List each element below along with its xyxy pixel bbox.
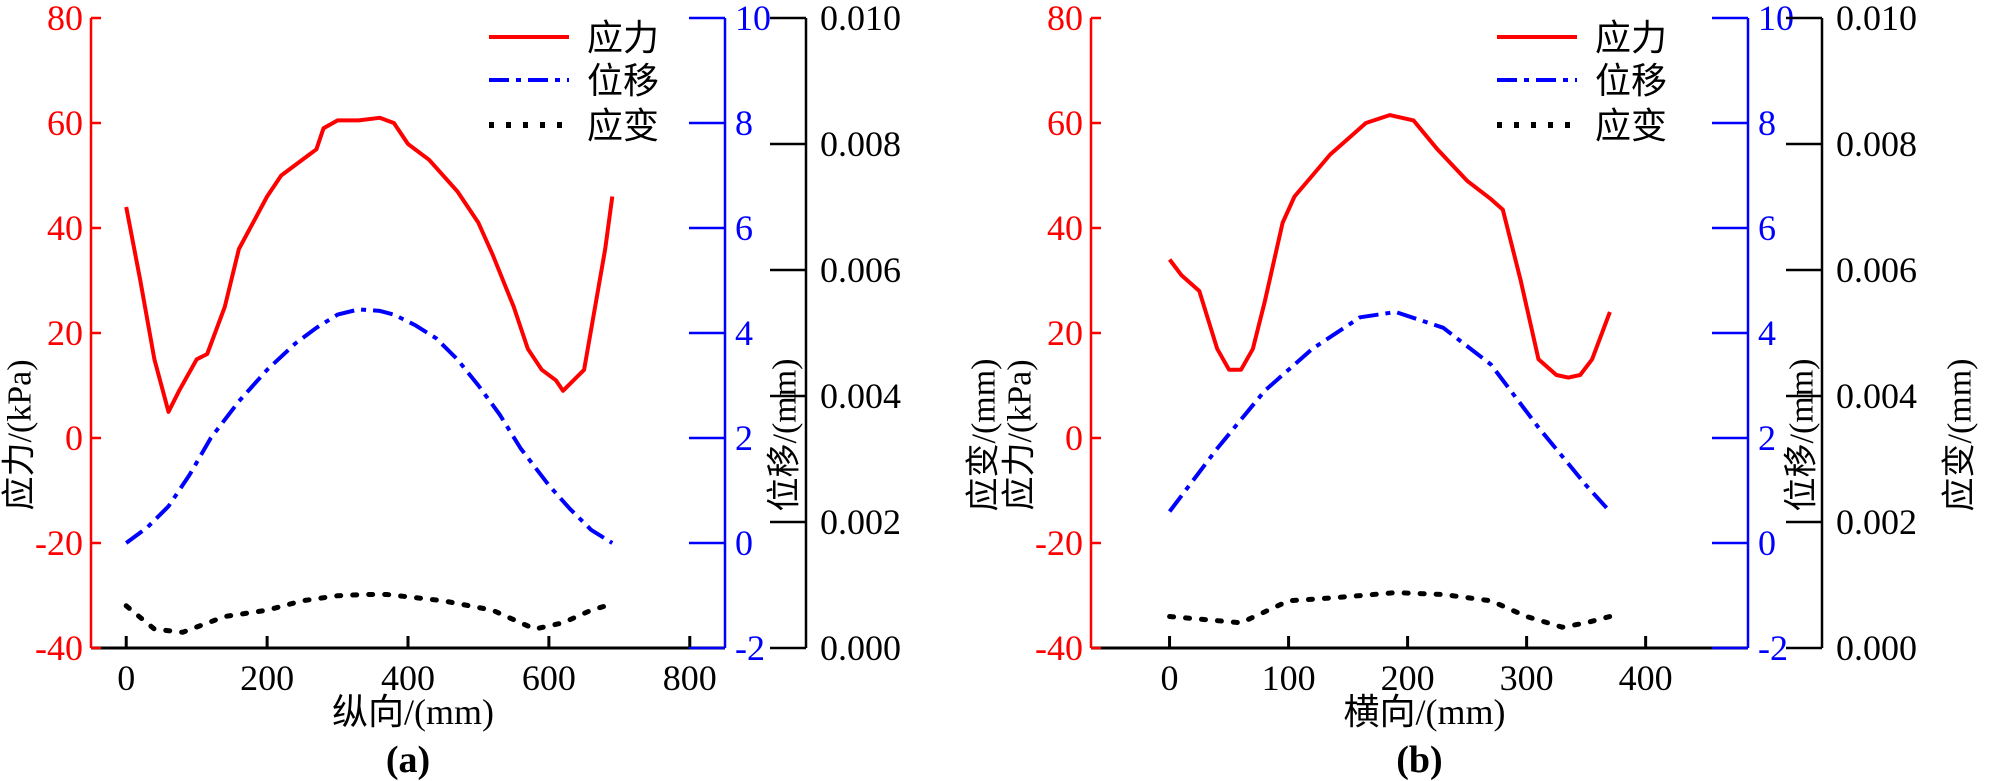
stress-tick-label: -40 bbox=[35, 628, 83, 668]
strain-axis-label: 应变/(mm) bbox=[1941, 359, 1979, 512]
strain-tick-label: 0.004 bbox=[1836, 376, 1917, 416]
displacement-axis-label: 位移/(mm) bbox=[766, 359, 804, 512]
x-tick-label: 100 bbox=[1262, 658, 1316, 698]
x-tick-label: 300 bbox=[1500, 658, 1554, 698]
x-axis-label: 纵向/(mm) bbox=[332, 692, 494, 732]
x-tick-label: 0 bbox=[1161, 658, 1179, 698]
legend-label: 应力 bbox=[1595, 18, 1667, 58]
stress-tick-label: 0 bbox=[1065, 418, 1083, 458]
strain-tick-label: 0.008 bbox=[1836, 124, 1917, 164]
strain-tick-label: 0.000 bbox=[820, 628, 901, 668]
displacement-tick-label: 8 bbox=[735, 103, 753, 143]
strain-tick-label: 0.000 bbox=[1836, 628, 1917, 668]
displacement-axis-label: 位移/(mm) bbox=[1783, 359, 1821, 512]
panel-label: (b) bbox=[1396, 739, 1442, 781]
legend-label: 位移 bbox=[587, 61, 659, 101]
strain-tick-label: 0.006 bbox=[820, 250, 901, 290]
strain-tick-label: 0.004 bbox=[820, 376, 901, 416]
x-tick-label: 400 bbox=[1619, 658, 1673, 698]
strain-tick-label: 0.010 bbox=[820, 0, 901, 38]
displacement-tick-label: 4 bbox=[735, 313, 753, 353]
displacement-tick-label: 2 bbox=[735, 418, 753, 458]
stress-tick-label: 80 bbox=[47, 0, 83, 38]
displacement-tick-label: -2 bbox=[1758, 628, 1788, 668]
x-tick-label: 800 bbox=[663, 658, 717, 698]
x-tick-label: 0 bbox=[117, 658, 135, 698]
strain-tick-label: 0.006 bbox=[1836, 250, 1917, 290]
series-line-stress bbox=[1168, 113, 1612, 380]
stress-tick-label: 0 bbox=[65, 418, 83, 458]
x-tick-label: 200 bbox=[1381, 658, 1435, 698]
legend-label: 位移 bbox=[1595, 61, 1667, 101]
x-tick-label: 600 bbox=[522, 658, 576, 698]
displacement-tick-label: 2 bbox=[1758, 418, 1776, 458]
displacement-tick-label: 8 bbox=[1758, 103, 1776, 143]
stress-tick-label: 20 bbox=[47, 313, 83, 353]
x-tick-label: 200 bbox=[240, 658, 294, 698]
legend-label: 应变 bbox=[1595, 106, 1667, 146]
stress-tick-label: 20 bbox=[1047, 313, 1083, 353]
strain-tick-label: 0.002 bbox=[820, 502, 901, 542]
panel-b: 0 100 200 300 400横向/(mm)(b)-40-20020406080应力… bbox=[1001, 0, 1979, 781]
strain-tick-label: 0.010 bbox=[1836, 0, 1917, 38]
panel-a: 0 200 400 600 800纵向/(mm)(a)-40-20020406080应力… bbox=[1, 0, 1003, 781]
displacement-tick-label: 10 bbox=[735, 0, 771, 38]
series-line-strain bbox=[1167, 590, 1613, 630]
stress-tick-label: 40 bbox=[1047, 208, 1083, 248]
displacement-tick-label: 4 bbox=[1758, 313, 1776, 353]
strain-tick-label: 0.002 bbox=[1836, 502, 1917, 542]
series-line-displacement bbox=[1168, 310, 1612, 513]
stress-axis-label: 应力/(kPa) bbox=[1, 359, 39, 510]
series-line-displacement bbox=[125, 307, 614, 545]
stress-tick-label: -20 bbox=[1035, 523, 1083, 563]
strain-tick-label: 0.008 bbox=[820, 124, 901, 164]
stress-tick-label: 60 bbox=[47, 103, 83, 143]
legend-label: 应力 bbox=[587, 18, 659, 58]
stress-tick-label: 80 bbox=[1047, 0, 1083, 38]
series-line-strain bbox=[123, 592, 615, 635]
stress-tick-label: 40 bbox=[47, 208, 83, 248]
x-axis-label: 横向/(mm) bbox=[1344, 692, 1506, 732]
displacement-tick-label: 6 bbox=[735, 208, 753, 248]
series-line-stress bbox=[124, 115, 615, 414]
displacement-tick-label: 6 bbox=[1758, 208, 1776, 248]
displacement-tick-label: -2 bbox=[735, 628, 765, 668]
strain-axis-label: 应变/(mm) bbox=[965, 359, 1003, 512]
displacement-tick-label: 0 bbox=[1758, 523, 1776, 563]
stress-axis-label: 应力/(kPa) bbox=[1001, 359, 1039, 510]
stress-tick-label: 60 bbox=[1047, 103, 1083, 143]
panel-label: (a) bbox=[386, 739, 430, 781]
stress-tick-label: -40 bbox=[1035, 628, 1083, 668]
stress-tick-label: -20 bbox=[35, 523, 83, 563]
x-tick-label: 400 bbox=[381, 658, 435, 698]
displacement-tick-label: 0 bbox=[735, 523, 753, 563]
legend-label: 应变 bbox=[587, 106, 659, 146]
